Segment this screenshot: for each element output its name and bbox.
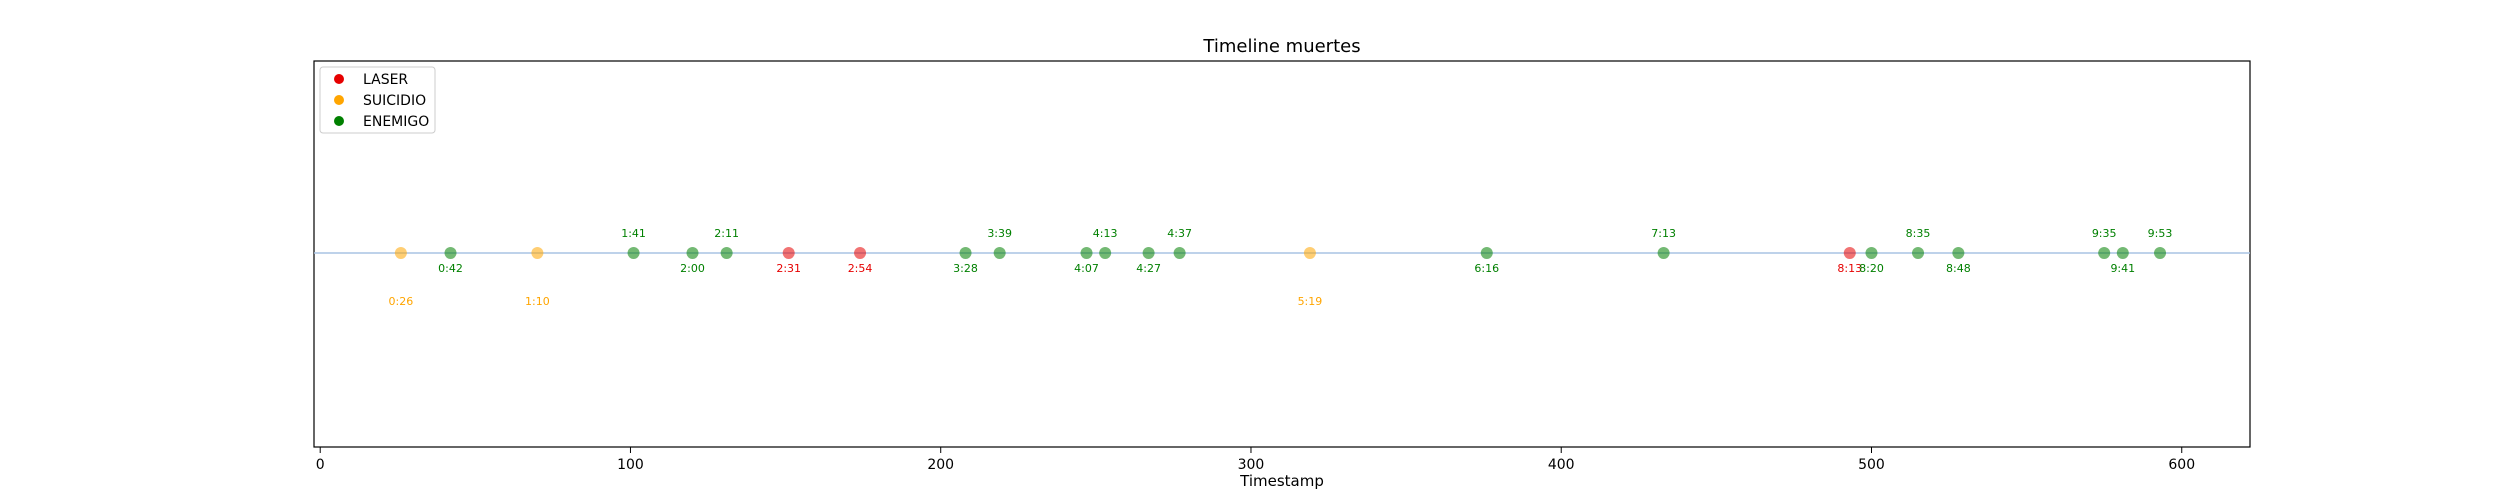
label-enemigo-15: 9:35 (2092, 227, 2117, 240)
point-enemigo-0 (444, 247, 457, 259)
label-enemigo-1: 1:41 (621, 227, 646, 240)
label-enemigo-16: 9:41 (2110, 262, 2135, 275)
x-tick-label-5: 500 (1858, 457, 1885, 473)
point-enemigo-6 (1080, 247, 1093, 259)
point-enemigo-9 (1173, 247, 1186, 259)
point-enemigo-1 (627, 247, 640, 259)
point-enemigo-5 (993, 247, 1006, 259)
data-points (394, 247, 2167, 259)
label-enemigo-8: 4:27 (1136, 262, 1161, 275)
label-laser-0: 2:31 (776, 262, 801, 275)
legend-frame (319, 66, 436, 134)
label-enemigo-7: 4:13 (1093, 227, 1118, 240)
point-enemigo-10 (1480, 247, 1493, 259)
label-enemigo-3: 2:11 (714, 227, 739, 240)
label-enemigo-14: 8:48 (1946, 262, 1971, 275)
label-enemigo-10: 6:16 (1474, 262, 1499, 275)
plot-frame (313, 60, 2251, 448)
point-enemigo-13 (1912, 247, 1925, 259)
point-enemigo-4 (959, 247, 972, 259)
point-enemigo-2 (686, 247, 699, 259)
label-suicidio-0: 0:26 (389, 295, 414, 308)
x-tick-label-0: 0 (316, 457, 325, 473)
point-enemigo-15 (2098, 247, 2111, 259)
point-enemigo-7 (1099, 247, 1112, 259)
label-laser-2: 8:13 (1837, 262, 1862, 275)
legend-label-enemigo: ENEMIGO (363, 114, 429, 130)
point-enemigo-12 (1865, 247, 1878, 259)
label-suicidio-2: 5:19 (1298, 295, 1323, 308)
data-labels: 2:31 2:54 8:13 0:26 1:10 5:19 0:42 1:41 2:00 2:11… (389, 227, 2173, 308)
label-enemigo-0: 0:42 (438, 262, 463, 275)
x-axis: 0 100 200 300 400 500 600 (316, 447, 2195, 473)
point-laser-0 (782, 247, 795, 259)
x-tick-label-2: 200 (927, 457, 954, 473)
x-tick-label-6: 600 (2168, 457, 2195, 473)
label-enemigo-5: 3:39 (987, 227, 1012, 240)
point-suicidio-1 (531, 247, 544, 259)
x-tick-label-4: 400 (1548, 457, 1575, 473)
label-enemigo-4: 3:28 (953, 262, 978, 275)
legend-marker-enemigo (334, 116, 344, 126)
point-suicidio-2 (1303, 247, 1316, 259)
label-enemigo-2: 2:00 (680, 262, 705, 275)
x-tick-label-1: 100 (617, 457, 644, 473)
point-laser-2 (1843, 247, 1856, 259)
point-laser-1 (854, 247, 867, 259)
point-enemigo-8 (1142, 247, 1155, 259)
label-enemigo-11: 7:13 (1651, 227, 1676, 240)
point-enemigo-3 (720, 247, 733, 259)
label-enemigo-13: 8:35 (1906, 227, 1931, 240)
label-enemigo-9: 4:37 (1167, 227, 1192, 240)
point-enemigo-14 (1952, 247, 1965, 259)
point-enemigo-16 (2116, 247, 2129, 259)
label-laser-1: 2:54 (848, 262, 873, 275)
legend-marker-laser (334, 74, 344, 84)
point-suicidio-0 (394, 247, 407, 259)
legend: LASER SUICIDIO ENEMIGO (319, 66, 436, 134)
legend-label-suicidio: SUICIDIO (363, 93, 426, 109)
legend-label-laser: LASER (363, 72, 408, 88)
point-enemigo-11 (1657, 247, 1670, 259)
x-tick-label-3: 300 (1238, 457, 1265, 473)
legend-marker-suicidio (334, 95, 344, 105)
chart-title: Timeline muertes (1202, 36, 1360, 57)
label-suicidio-1: 1:10 (525, 295, 550, 308)
point-enemigo-17 (2154, 247, 2167, 259)
label-enemigo-12: 8:20 (1859, 262, 1884, 275)
x-axis-title: Timestamp (1239, 472, 1324, 490)
label-enemigo-6: 4:07 (1074, 262, 1099, 275)
label-enemigo-17: 9:53 (2148, 227, 2173, 240)
